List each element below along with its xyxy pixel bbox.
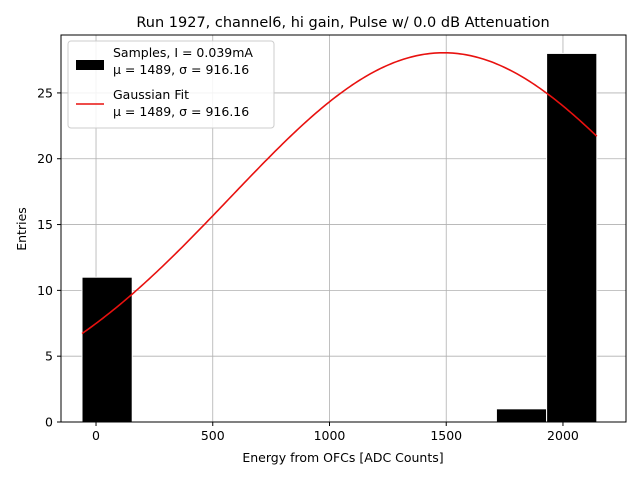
x-tick-label-1000: 1000 [314,428,346,443]
y-tick-label-20: 20 [37,151,53,166]
y-tick-label-0: 0 [45,415,53,430]
x-axis-ticks: 0 500 1000 1500 2000 [92,422,579,443]
x-tick-label-0: 0 [92,428,100,443]
legend-label-samples: Samples, I = 0.039mA [113,45,253,60]
x-tick-label-500: 500 [201,428,225,443]
x-tick-label-2000: 2000 [547,428,579,443]
y-axis-label: Entries [14,207,29,251]
histogram-bar-1 [495,408,548,423]
y-tick-label-15: 15 [37,217,53,232]
legend-swatch-samples [76,60,104,70]
legend-box [67,40,275,129]
chart-title: Run 1927, channel6, hi gain, Pulse w/ 0.… [136,15,549,31]
x-tick-label-1500: 1500 [430,428,462,443]
y-tick-label-10: 10 [37,283,53,298]
legend-label-gaussian-fit: Gaussian Fit [113,87,189,102]
y-axis-ticks: 0 5 10 15 20 25 [37,85,61,430]
grid-lines [61,35,626,423]
legend-label-samples-stats: μ = 1489, σ = 916.16 [113,62,249,77]
x-axis-label: Energy from OFCs [ADC Counts] [242,450,443,465]
plot-frame [60,34,627,423]
y-tick-label-5: 5 [45,349,53,364]
histogram-bar-2 [546,52,598,423]
histogram-bars [81,52,598,423]
y-tick-label-25: 25 [37,85,53,100]
histogram-bar-0 [81,276,133,423]
legend: Samples, I = 0.039mA μ = 1489, σ = 916.1… [67,40,275,129]
legend-label-gaussian-fit-stats: μ = 1489, σ = 916.16 [113,104,249,119]
gaussian-fit-line [81,51,598,335]
